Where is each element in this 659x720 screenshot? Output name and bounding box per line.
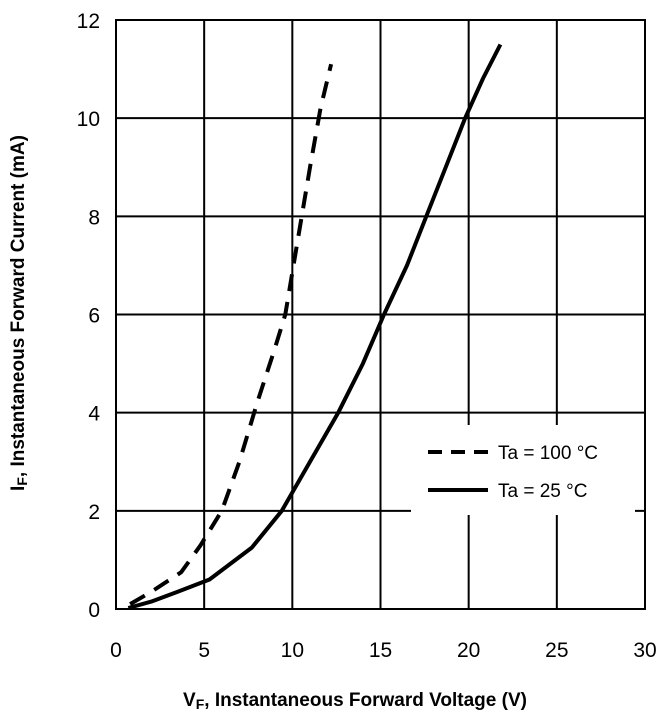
legend: Ta = 100 °C Ta = 25 °C: [411, 425, 635, 515]
plot-frame: [115, 19, 646, 610]
x-tick-label: 0: [110, 639, 122, 662]
y-tick-label: 10: [77, 108, 100, 131]
y-tick-label: 4: [88, 403, 100, 426]
x-tick-label: 20: [457, 639, 480, 662]
y-tick-label: 8: [88, 206, 100, 229]
y-tick-label: 12: [77, 10, 100, 33]
y-tick-label: 2: [88, 501, 100, 524]
legend-label-ta-100: Ta = 100 °C: [498, 443, 598, 464]
legend-background: [411, 425, 635, 515]
x-tick-label: 10: [281, 639, 304, 662]
x-axis-label: VF, Instantaneous Forward Voltage (V): [183, 690, 527, 712]
y-axis-label: IF, Instantaneous Forward Current (mA): [8, 135, 30, 491]
x-tick-label: 5: [198, 639, 210, 662]
series-line-ta-25: [127, 43, 503, 610]
x-tick-label: 15: [369, 639, 392, 662]
x-tick-label: 25: [545, 639, 568, 662]
y-tick-label: 6: [88, 305, 100, 328]
grid-lines: [116, 20, 645, 609]
series-layer: [127, 43, 503, 610]
x-tick-label: 30: [633, 639, 656, 662]
x-tick-labels: 0 5 10 15 20 25 30: [110, 639, 657, 662]
legend-label-ta-25: Ta = 25 °C: [498, 481, 587, 502]
y-tick-label: 0: [88, 599, 100, 622]
y-tick-labels: 0 2 4 6 8 10 12: [77, 10, 101, 622]
series-line-ta-100: [129, 63, 334, 606]
